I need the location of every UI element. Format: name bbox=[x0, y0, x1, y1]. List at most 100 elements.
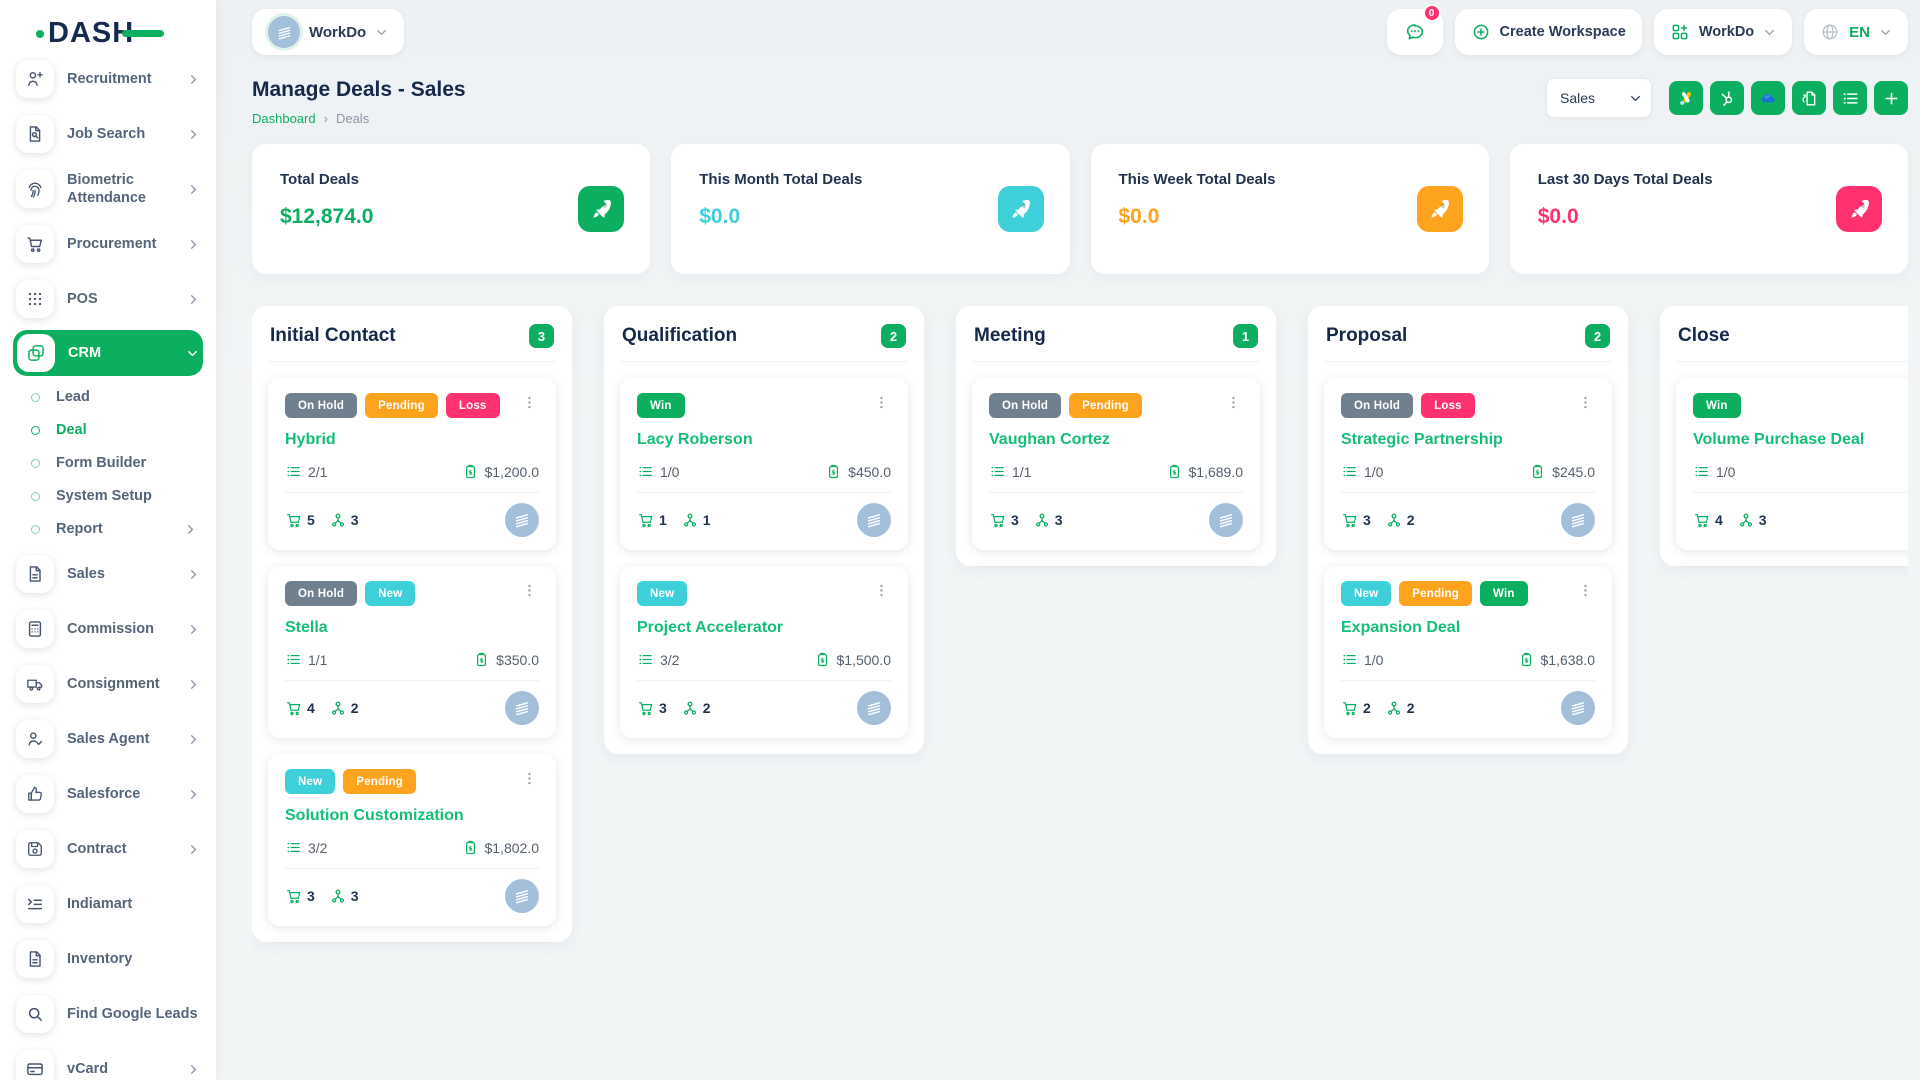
deal-title-link[interactable]: Strategic Partnership bbox=[1341, 431, 1503, 448]
sidebar-subitem-lead[interactable]: Lead bbox=[13, 385, 203, 409]
hubspot-button[interactable] bbox=[1710, 81, 1744, 115]
members-count: 1 bbox=[702, 512, 711, 528]
avatar bbox=[505, 691, 539, 725]
sidebar-subitem-report[interactable]: Report bbox=[13, 517, 203, 541]
sidebar-item-procurement[interactable]: Procurement bbox=[13, 220, 203, 268]
messages-button[interactable]: 0 bbox=[1386, 4, 1443, 55]
deal-title-link[interactable]: Expansion Deal bbox=[1341, 619, 1461, 636]
sidebar-item-crm[interactable]: CRM bbox=[13, 330, 203, 376]
sidebar-item-sales[interactable]: Sales bbox=[13, 550, 203, 598]
sidebar-item-consignment[interactable]: Consignment bbox=[13, 660, 203, 708]
card-menu-button[interactable] bbox=[520, 393, 539, 412]
export-document-button[interactable] bbox=[1792, 81, 1826, 115]
sidebar-item-pos[interactable]: POS bbox=[13, 275, 203, 323]
deal-card[interactable]: On Hold Pending Loss Hybrid 2/1 $1,200.0… bbox=[268, 378, 556, 550]
status-badge: On Hold bbox=[285, 393, 358, 418]
onedrive-button[interactable] bbox=[1751, 81, 1785, 115]
status-badge: Win bbox=[637, 393, 685, 418]
column-count-badge: 2 bbox=[1585, 324, 1610, 348]
deal-title-link[interactable]: Hybrid bbox=[285, 431, 336, 448]
card-menu-button[interactable] bbox=[1576, 581, 1595, 600]
add-deal-button[interactable] bbox=[1874, 81, 1908, 115]
chevron-right-icon bbox=[187, 1063, 200, 1076]
members-count: 3 bbox=[1054, 512, 1063, 528]
avatar bbox=[1209, 503, 1243, 537]
deal-price: $1,638.0 bbox=[1540, 651, 1596, 668]
chat-icon bbox=[1404, 21, 1426, 43]
pipeline-select[interactable]: Sales bbox=[1546, 78, 1652, 118]
sidebar-subitem-form-builder[interactable]: Form Builder bbox=[13, 451, 203, 475]
sidebar-item-find-google-leads[interactable]: Find Google Leads bbox=[13, 990, 203, 1038]
members-icon bbox=[1385, 511, 1403, 529]
deal-title-link[interactable]: Stella bbox=[285, 619, 328, 636]
workspace-selector[interactable]: WorkDo bbox=[252, 9, 405, 55]
card-menu-button[interactable] bbox=[520, 769, 539, 788]
sidebar-nav: Recruitment Job Search Biometric Attenda… bbox=[0, 56, 216, 1080]
card-menu-button[interactable] bbox=[872, 581, 891, 600]
sidebar-item-vcard[interactable]: vCard bbox=[13, 1045, 203, 1080]
card-menu-button[interactable] bbox=[872, 393, 891, 412]
members-icon bbox=[681, 511, 699, 529]
sidebar-item-recruitment[interactable]: Recruitment bbox=[13, 56, 203, 103]
members-count: 3 bbox=[1758, 512, 1767, 528]
status-badge: Win bbox=[1693, 393, 1741, 418]
deal-title-link[interactable]: Volume Purchase Deal bbox=[1693, 431, 1865, 448]
sidebar-item-contract[interactable]: Contract bbox=[13, 825, 203, 873]
sidebar-item-commission[interactable]: Commission bbox=[13, 605, 203, 653]
create-workspace-button[interactable]: Create Workspace bbox=[1454, 9, 1642, 55]
deal-card[interactable]: On Hold Pending Vaughan Cortez 1/1 $1,68… bbox=[972, 378, 1260, 550]
sidebar-item-sales-agent[interactable]: Sales Agent bbox=[13, 715, 203, 763]
chevron-right-icon bbox=[184, 523, 197, 536]
globe-icon bbox=[1820, 22, 1840, 42]
card-menu-button[interactable] bbox=[1576, 393, 1595, 412]
deal-title-link[interactable]: Project Accelerator bbox=[637, 619, 784, 636]
sidebar-subitem-deal[interactable]: Deal bbox=[13, 418, 203, 442]
google-ads-button[interactable] bbox=[1669, 81, 1703, 115]
language-label: EN bbox=[1849, 23, 1870, 41]
kanban-column-close: Close Win Volume Purchase Deal 1/0 bbox=[1660, 306, 1908, 566]
deal-title-link[interactable]: Lacy Roberson bbox=[637, 431, 753, 448]
tasks-count: 1/0 bbox=[1364, 463, 1384, 480]
sidebar-item-biometric-attendance[interactable]: Biometric Attendance bbox=[13, 165, 203, 213]
products-count: 3 bbox=[659, 700, 667, 716]
sidebar-subitem-system-setup[interactable]: System Setup bbox=[13, 484, 203, 508]
avatar bbox=[505, 503, 539, 537]
consignment-icon bbox=[16, 665, 54, 703]
deal-card[interactable]: New Pending Win Expansion Deal 1/0 $1,63… bbox=[1324, 566, 1612, 738]
products-count: 4 bbox=[1715, 512, 1723, 528]
products-icon bbox=[1341, 511, 1359, 529]
deal-card[interactable]: New Project Accelerator 3/2 $1,500.0 3 2 bbox=[620, 566, 908, 738]
card-menu-button[interactable] bbox=[1224, 393, 1243, 412]
language-selector[interactable]: EN bbox=[1804, 9, 1908, 55]
inventory-icon bbox=[16, 940, 54, 978]
breadcrumb: Dashboard › Deals bbox=[252, 111, 466, 126]
sidebar-item-indiamart[interactable]: Indiamart bbox=[13, 880, 203, 928]
rocket-icon bbox=[1416, 186, 1463, 232]
products-count: 3 bbox=[1011, 512, 1019, 528]
deal-card[interactable]: New Pending Solution Customization 3/2 $… bbox=[268, 754, 556, 926]
apps-menu-button[interactable]: WorkDo bbox=[1653, 9, 1793, 55]
tasks-icon bbox=[637, 463, 654, 480]
deal-card[interactable]: On Hold Loss Strategic Partnership 1/0 $… bbox=[1324, 378, 1612, 550]
stat-card-month-deals: This Month Total Deals $0.0 bbox=[671, 144, 1070, 274]
column-count-badge: 3 bbox=[529, 324, 554, 348]
deal-card[interactable]: On Hold New Stella 1/1 $350.0 4 2 bbox=[268, 566, 556, 738]
list-view-button[interactable] bbox=[1833, 81, 1867, 115]
deal-card[interactable]: Win Volume Purchase Deal 1/0 4 3 bbox=[1676, 378, 1908, 550]
chevron-down-icon bbox=[375, 26, 388, 39]
members-icon bbox=[329, 511, 347, 529]
status-badge: On Hold bbox=[285, 581, 358, 606]
sidebar-item-job-search[interactable]: Job Search bbox=[13, 110, 203, 158]
breadcrumb-dashboard-link[interactable]: Dashboard bbox=[252, 111, 316, 126]
sidebar-item-inventory[interactable]: Inventory bbox=[13, 935, 203, 983]
deal-card[interactable]: Win Lacy Roberson 1/0 $450.0 1 1 bbox=[620, 378, 908, 550]
card-menu-button[interactable] bbox=[520, 581, 539, 600]
tasks-count: 1/0 bbox=[1364, 651, 1384, 668]
sidebar-item-salesforce[interactable]: Salesforce bbox=[13, 770, 203, 818]
deal-title-link[interactable]: Solution Customization bbox=[285, 807, 464, 824]
salesforce-icon bbox=[16, 775, 54, 813]
deal-title-link[interactable]: Vaughan Cortez bbox=[989, 431, 1110, 448]
tasks-count: 3/2 bbox=[308, 839, 328, 856]
pos-icon bbox=[16, 280, 54, 318]
products-icon bbox=[637, 511, 655, 529]
